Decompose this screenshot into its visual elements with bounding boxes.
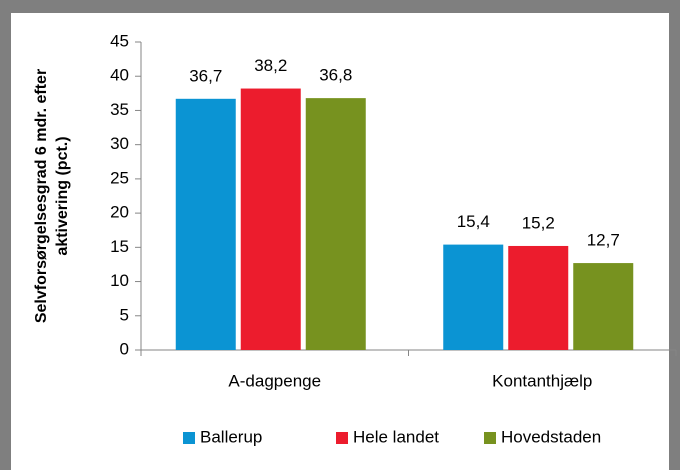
data-label: 36,8 xyxy=(319,66,352,85)
bar xyxy=(305,98,366,350)
y-tick-label: 5 xyxy=(120,305,129,324)
legend-label: Ballerup xyxy=(200,427,262,446)
bar xyxy=(443,244,504,350)
y-tick-label: 45 xyxy=(110,31,129,50)
y-tick-label: 30 xyxy=(110,134,129,153)
data-label: 36,7 xyxy=(189,66,222,85)
legend-swatch xyxy=(484,432,496,444)
y-tick-label: 25 xyxy=(110,168,129,187)
legend-label: Hele landet xyxy=(353,427,439,446)
bar xyxy=(240,88,301,350)
y-tick-label: 35 xyxy=(110,100,129,119)
data-label: 15,4 xyxy=(457,212,490,231)
y-axis-label: aktivering (pct.) xyxy=(54,136,71,255)
x-tick-label: A-dagpenge xyxy=(228,371,321,390)
y-tick-label: 40 xyxy=(110,66,129,85)
x-tick-label: Kontanthjælp xyxy=(492,371,592,390)
y-axis-label: Selvforsørgelsesgrad 6 mdr. efter xyxy=(33,69,50,323)
bar xyxy=(508,245,569,350)
legend-swatch xyxy=(183,432,195,444)
y-tick-label: 10 xyxy=(110,271,129,290)
legend-swatch xyxy=(336,432,348,444)
legend-label: Hovedstaden xyxy=(501,427,601,446)
y-tick-label: 15 xyxy=(110,237,129,256)
data-label: 12,7 xyxy=(587,231,620,250)
bar xyxy=(573,263,634,350)
y-tick-label: 0 xyxy=(120,339,129,358)
bar xyxy=(175,98,236,350)
y-tick-label: 20 xyxy=(110,203,129,222)
data-label: 15,2 xyxy=(522,213,555,232)
data-label: 38,2 xyxy=(254,56,287,75)
